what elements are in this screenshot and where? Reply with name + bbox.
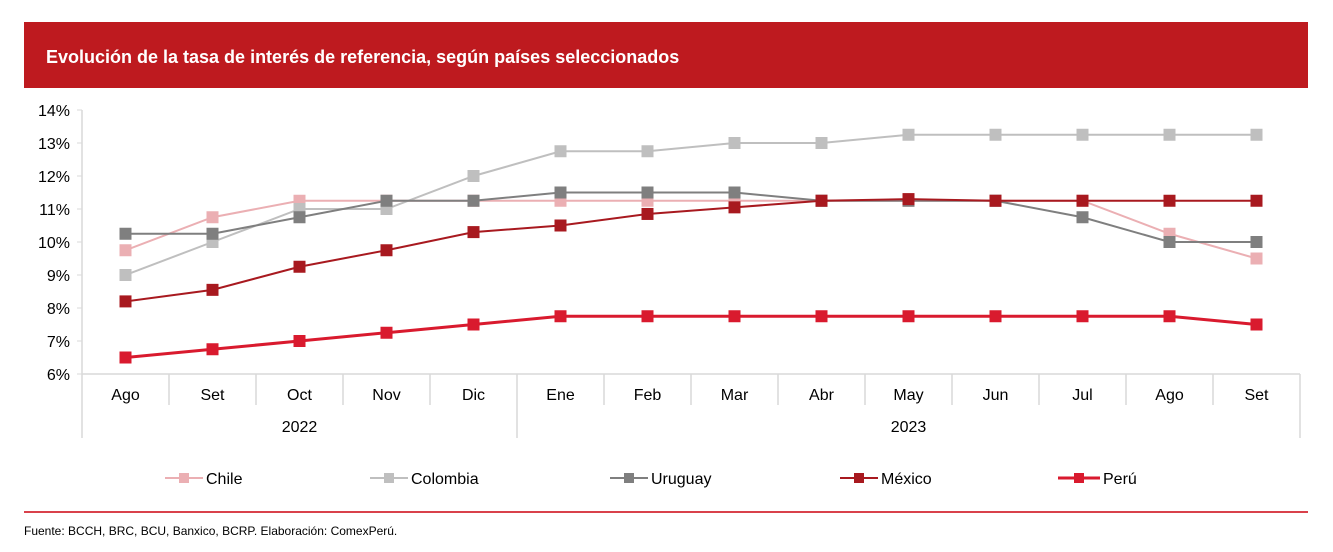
- x-tick-label: Ago: [1155, 387, 1184, 404]
- source-note: Fuente: BCCH, BRC, BCU, Banxico, BCRP. E…: [24, 524, 398, 538]
- data-point: [1250, 128, 1263, 141]
- title-banner: Evolución de la tasa de interés de refer…: [24, 22, 1308, 88]
- y-tick-label: 12%: [38, 169, 70, 186]
- y-tick-label: 8%: [47, 301, 70, 318]
- x-tick-label: May: [893, 387, 923, 404]
- data-point: [1163, 236, 1176, 248]
- year-label: 2023: [891, 419, 927, 436]
- data-point: [728, 201, 741, 214]
- legend-swatch-marker: [179, 473, 189, 483]
- data-point: [815, 137, 828, 149]
- y-tick-label: 11%: [39, 202, 70, 219]
- data-point: [554, 310, 567, 323]
- data-point: [641, 310, 654, 323]
- data-point: [206, 343, 219, 356]
- data-point: [1250, 236, 1263, 248]
- data-point: [1163, 194, 1176, 207]
- data-point: [1076, 128, 1089, 141]
- x-tick-label: Ene: [546, 387, 575, 404]
- data-point: [902, 128, 915, 141]
- y-tick-label: 7%: [47, 334, 70, 351]
- divider: [24, 511, 1308, 513]
- data-point: [206, 211, 219, 224]
- data-point: [1250, 252, 1263, 265]
- y-tick-label: 6%: [47, 367, 70, 384]
- data-point: [815, 310, 828, 323]
- data-point: [641, 207, 654, 220]
- data-point: [1250, 318, 1263, 331]
- x-tick-label: Dic: [462, 387, 485, 404]
- data-point: [293, 335, 306, 347]
- data-point: [641, 186, 654, 199]
- data-point: [1163, 310, 1176, 323]
- legend-swatch-marker: [1074, 473, 1084, 483]
- x-tick-label: Abr: [809, 387, 835, 404]
- legend-swatch-marker: [384, 473, 394, 483]
- data-point: [989, 128, 1002, 141]
- series-line-México: [125, 198, 1257, 303]
- data-point: [1076, 194, 1089, 207]
- data-point: [815, 194, 828, 207]
- y-tick-label: 13%: [38, 136, 70, 153]
- series-line-Colombia: [125, 133, 1257, 276]
- data-point: [1250, 194, 1263, 207]
- data-point: [119, 295, 132, 308]
- data-point: [554, 145, 567, 158]
- data-point: [119, 244, 132, 257]
- y-tick-label: 9%: [47, 268, 70, 285]
- x-tick-label: Set: [200, 387, 225, 404]
- data-point: [467, 226, 480, 239]
- legend-label: Uruguay: [651, 471, 711, 488]
- x-tick-label: Feb: [634, 387, 662, 404]
- data-point: [902, 310, 915, 323]
- series-line-Perú: [125, 314, 1257, 359]
- y-tick-label: 14%: [38, 103, 70, 120]
- data-point: [1076, 310, 1089, 323]
- data-point: [467, 194, 480, 207]
- series-line-Uruguay: [125, 191, 1257, 243]
- data-point: [989, 310, 1002, 323]
- data-point: [554, 186, 567, 199]
- x-tick-label: Jul: [1072, 387, 1092, 404]
- data-point: [119, 351, 132, 364]
- data-point: [902, 193, 915, 206]
- data-point: [641, 145, 654, 158]
- data-point: [119, 227, 132, 240]
- data-point: [380, 244, 393, 257]
- data-point: [380, 194, 393, 207]
- legend-label: Colombia: [411, 471, 479, 488]
- x-tick-label: Mar: [721, 387, 749, 404]
- legend-swatch-marker: [624, 473, 634, 483]
- legend-label: Chile: [206, 471, 243, 488]
- legend-label: México: [881, 471, 932, 488]
- line-chart: 6% 7% 8% 9% 10% 11% 12% 13% 14% Ago Set Oct Nov Dic En…: [38, 103, 1301, 488]
- data-point: [206, 227, 219, 240]
- data-point: [293, 260, 306, 273]
- data-point: [728, 310, 741, 323]
- data-point: [119, 269, 132, 281]
- data-point: [293, 211, 306, 224]
- y-tick-label: 10%: [38, 235, 70, 252]
- data-point: [380, 326, 393, 339]
- x-tick-label: Set: [1244, 387, 1269, 404]
- data-point: [728, 137, 741, 149]
- data-point: [467, 170, 480, 182]
- x-tick-label: Ago: [111, 387, 140, 404]
- data-point: [467, 318, 480, 331]
- data-point: [1076, 211, 1089, 224]
- data-point: [206, 283, 219, 296]
- chart-title: Evolución de la tasa de interés de refer…: [46, 47, 680, 67]
- legend-swatch-marker: [854, 473, 864, 483]
- x-tick-label: Oct: [287, 387, 312, 404]
- data-point: [989, 194, 1002, 207]
- data-point: [728, 186, 741, 199]
- data-point: [1163, 128, 1176, 141]
- x-tick-label: Nov: [372, 387, 400, 404]
- x-tick-label: Jun: [983, 387, 1009, 404]
- data-point: [554, 219, 567, 232]
- year-label: 2022: [282, 419, 318, 436]
- legend-label: Perú: [1103, 471, 1137, 488]
